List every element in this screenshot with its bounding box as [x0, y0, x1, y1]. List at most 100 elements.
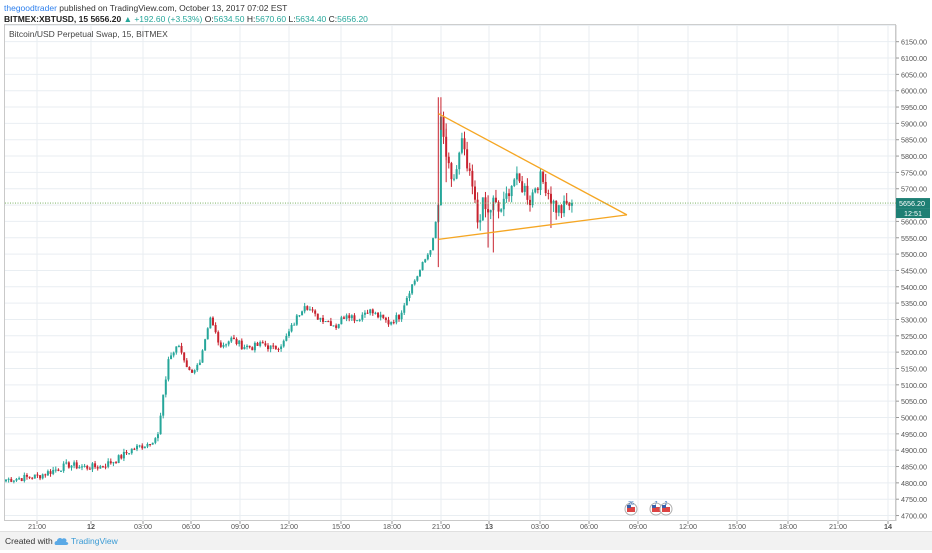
candle-body [539, 171, 542, 191]
footer: Created with TradingView [0, 531, 932, 550]
flag-count-label: 26 [628, 501, 634, 507]
candle-body [358, 319, 361, 321]
symbol-name[interactable]: BITMEX:XBTUSD, 15 [4, 14, 89, 24]
countdown-badge [896, 208, 930, 219]
candle-body [426, 254, 429, 260]
candle-body [172, 352, 175, 356]
candle-body [154, 438, 157, 443]
price-tick-label: 5850.00 [901, 136, 927, 145]
candle-body [460, 138, 463, 153]
price-tick-label: 4750.00 [901, 495, 927, 504]
candle-body [225, 344, 228, 346]
candle-body [505, 193, 508, 199]
tradingview-logo-icon[interactable] [54, 535, 69, 553]
candle-body [497, 202, 500, 212]
time-tick-label: 09:00 [231, 522, 249, 530]
grid-lines [5, 24, 895, 521]
candle-body [466, 149, 469, 169]
candle-body [350, 315, 353, 319]
candle-body [209, 317, 212, 329]
candle-body [264, 343, 267, 346]
time-tick-label: 14 [884, 522, 892, 530]
time-tick-label: 15:00 [332, 522, 350, 530]
flag-count-label: 7 [655, 501, 658, 507]
countdown-label: 12:51 [904, 209, 922, 218]
candle-body [403, 305, 406, 313]
candle-body [75, 462, 78, 469]
candle-body [544, 181, 547, 194]
last-price: 5656.20 [90, 14, 122, 24]
candle-body [44, 474, 47, 476]
candle-body [306, 306, 309, 310]
candle-body [479, 220, 482, 223]
candle-body [526, 185, 529, 200]
candle-body [329, 321, 332, 326]
created-with-text: Created with [5, 536, 53, 546]
candle-body [324, 321, 327, 323]
candle-body [115, 462, 118, 464]
candle-body [204, 339, 207, 351]
candle-body [180, 345, 183, 353]
flag-canton [627, 505, 631, 508]
candle-body [319, 317, 322, 320]
candle-body [240, 340, 243, 350]
candle-body [246, 345, 249, 348]
low-label: L: [288, 14, 296, 24]
candle-body [99, 466, 102, 469]
candle-body [251, 347, 254, 351]
candle-body [253, 342, 256, 351]
candle-body [130, 448, 133, 454]
time-tick-label: 15:00 [728, 522, 746, 530]
candle-body [15, 478, 18, 481]
us-flag-event-icon[interactable]: 26 [624, 501, 638, 516]
candle-body [390, 322, 393, 325]
candle-body [518, 173, 521, 182]
candle-body [96, 467, 99, 469]
candle-body [80, 466, 83, 468]
candle-body [411, 284, 414, 294]
candle-body [222, 344, 225, 347]
candle-body [395, 315, 398, 323]
candle-body [214, 324, 217, 333]
candle-body [285, 336, 288, 341]
candle-body [280, 346, 283, 350]
price-tick-label: 4800.00 [901, 479, 927, 488]
candle-body [230, 337, 233, 342]
price-tick-label: 5300.00 [901, 315, 927, 324]
candle-body [60, 470, 63, 472]
candle-body [235, 338, 238, 345]
candle-body [70, 465, 73, 468]
candle-body [303, 306, 306, 312]
time-tick-label: 18:00 [779, 522, 797, 530]
candle-body [340, 317, 343, 325]
candle-body [52, 470, 55, 474]
candle-body [151, 442, 154, 445]
candlestick-chart[interactable]: Bitcoin/USD Perpetual Swap, 15, BITMEX 47… [0, 0, 932, 530]
candle-body [342, 317, 345, 319]
candle-body [198, 362, 201, 365]
candle-body [366, 312, 369, 314]
candle-body [442, 116, 445, 137]
us-flag-events-icon[interactable]: 2 [659, 501, 673, 516]
flag-canton [662, 505, 666, 508]
candle-body [374, 312, 377, 314]
tradingview-brand[interactable]: TradingView [71, 536, 118, 546]
publish-info: published on TradingView.com, October 13… [56, 3, 288, 13]
candle-body [122, 451, 125, 459]
time-tick-label: 12 [87, 522, 95, 530]
candle-body [489, 210, 492, 213]
candle-body [455, 169, 458, 179]
close-label: C: [328, 14, 338, 24]
candle-body [112, 462, 115, 464]
price-tick-label: 5450.00 [901, 266, 927, 275]
candle-body [529, 199, 531, 206]
candle-body [468, 168, 471, 171]
time-tick-label: 12:00 [679, 522, 697, 530]
candle-body [510, 185, 513, 197]
candle-body [138, 445, 141, 447]
candle-body [248, 345, 251, 348]
candle-body [18, 478, 21, 480]
author-link[interactable]: thegoodtrader [4, 3, 57, 13]
candle-body [57, 469, 60, 471]
candle-body [531, 192, 534, 206]
